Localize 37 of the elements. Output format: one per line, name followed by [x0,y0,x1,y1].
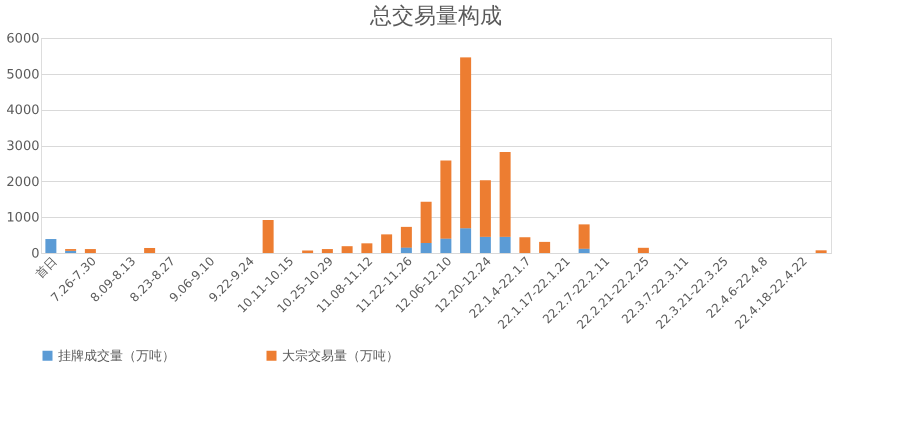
legend-label: 挂牌成交量（万吨） [58,348,175,364]
y-tick-label: 5000 [6,67,40,82]
chart-title: 总交易量构成 [369,4,502,29]
bar [400,248,412,253]
bar [322,249,333,253]
bar [45,239,56,253]
bar [539,242,550,253]
bar [420,242,432,253]
bar [342,246,353,253]
bar [440,238,452,253]
y-tick-label: 0 [31,246,40,262]
bar [144,248,156,253]
bar [519,237,530,253]
bar [816,250,827,253]
bar [638,248,649,253]
bar [381,234,392,253]
y-tick-label: 6000 [6,32,40,46]
bar [578,248,590,253]
bar [500,152,511,237]
bar [460,57,472,228]
bar [302,250,314,253]
bar [84,249,96,253]
bar [460,228,472,253]
bar [500,236,511,253]
bar [262,220,274,253]
bar [420,202,432,243]
bar [480,236,491,253]
bar [400,226,412,248]
y-tick-label: 1000 [6,210,40,226]
y-tick-label: 2000 [6,174,40,190]
legend-label: 大宗交易量（万吨） [282,348,399,364]
y-tick-label: 4000 [6,103,40,118]
bar [480,180,491,237]
bar [440,160,452,239]
y-tick-label: 3000 [6,139,40,154]
bar [578,224,590,249]
bar [361,243,372,253]
